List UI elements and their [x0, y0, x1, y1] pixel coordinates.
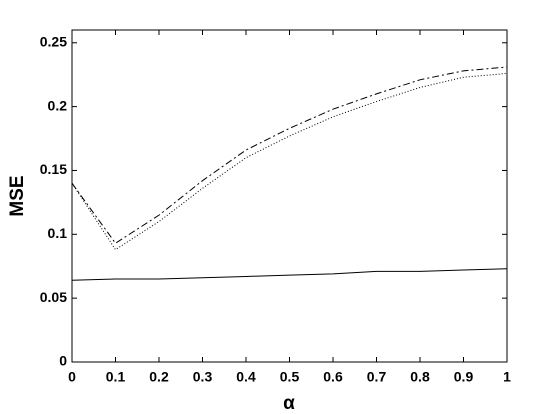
- x-tick-label: 0.1: [106, 369, 126, 385]
- y-tick-label: 0.2: [48, 97, 68, 113]
- x-tick-label: 0.9: [454, 369, 474, 385]
- y-tick-label: 0: [59, 353, 67, 369]
- y-tick-label: 0.1: [48, 225, 68, 241]
- x-tick-label: 0.4: [236, 369, 256, 385]
- x-tick-label: 0.7: [367, 369, 387, 385]
- x-tick-label: 0.6: [323, 369, 343, 385]
- x-tick-label: 0.2: [149, 369, 169, 385]
- x-tick-label: 1: [503, 369, 511, 385]
- x-tick-label: 0.3: [193, 369, 213, 385]
- x-tick-label: 0.8: [410, 369, 430, 385]
- y-tick-label: 0.05: [40, 289, 67, 305]
- x-axis-title: α: [283, 393, 295, 414]
- line-series: [71, 268, 508, 281]
- plot-frame: [71, 29, 508, 363]
- y-tick-label: 0.15: [40, 161, 67, 177]
- x-tick-label: 0.5: [280, 369, 300, 385]
- y-tick-label: 0.25: [40, 33, 67, 49]
- y-axis-title: MSE: [7, 175, 28, 216]
- line-series: [71, 66, 508, 244]
- line-series: [71, 72, 508, 251]
- x-tick-label: 0: [68, 369, 76, 385]
